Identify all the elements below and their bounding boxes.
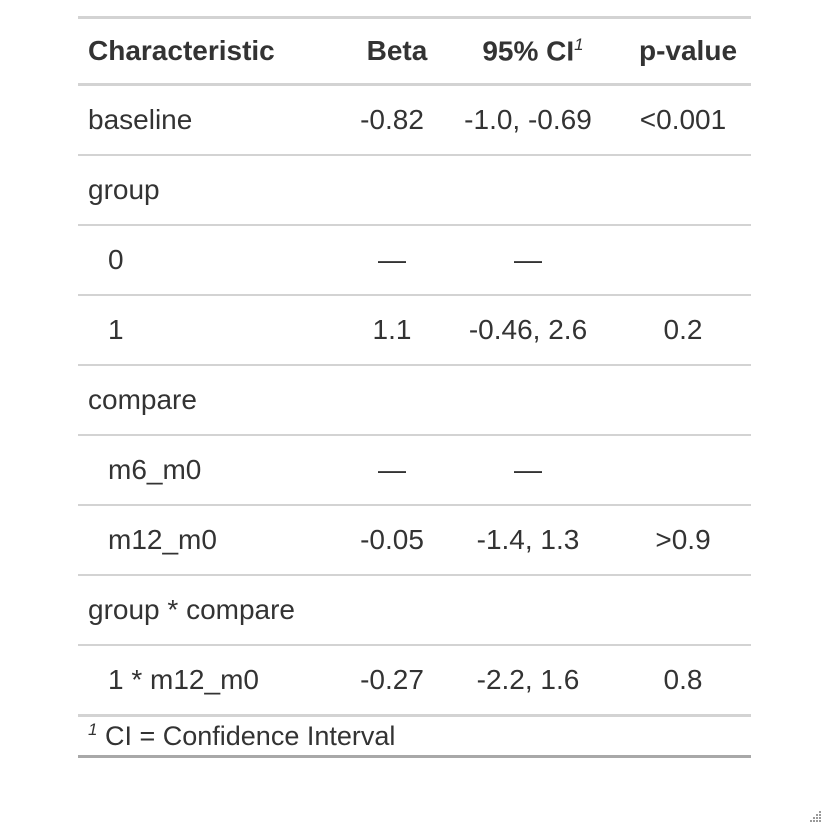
table-row: compare [78, 365, 751, 436]
table-footer: 1 CI = Confidence Interval [78, 715, 751, 758]
cell-beta: -0.82 [343, 84, 441, 156]
regression-table: Characteristic Beta 95% CI1 p-value base… [78, 16, 751, 758]
table-row: m6_m0— — [78, 435, 751, 506]
cell-beta [343, 365, 441, 436]
cell-pvalue [615, 575, 751, 646]
footnote-marker: 1 [88, 720, 98, 739]
cell-pvalue: 0.2 [615, 295, 751, 366]
header-ci-footnote-marker: 1 [574, 34, 584, 54]
table-row: group [78, 155, 751, 226]
cell-ci: -2.2, 1.6 [441, 645, 615, 717]
table-row: baseline -0.82 -1.0, -0.69 <0.001 [78, 84, 751, 156]
cell-beta: -0.05 [343, 505, 441, 576]
cell-ci: — [441, 225, 615, 296]
table-row: m12_m0 -0.05 -1.4, 1.3 >0.9 [78, 505, 751, 576]
cell-pvalue: >0.9 [615, 505, 751, 576]
cell-ci: — [441, 435, 615, 506]
header-ci: 95% CI1 [441, 17, 615, 86]
footnote: 1 CI = Confidence Interval [78, 715, 751, 758]
table-body: baseline -0.82 -1.0, -0.69 <0.001 group 0— —1 1… [78, 84, 751, 717]
cell-ci [441, 155, 615, 226]
cell-characteristic: 1 * m12_m0 [78, 645, 343, 717]
cell-characteristic: m12_m0 [78, 505, 343, 576]
resize-grip-icon[interactable] [806, 808, 822, 824]
cell-beta [343, 575, 441, 646]
cell-beta: — [343, 225, 441, 296]
cell-characteristic: baseline [78, 84, 343, 156]
cell-beta: 1.1 [343, 295, 441, 366]
cell-pvalue [615, 365, 751, 436]
header-ci-label: 95% CI [482, 35, 575, 67]
cell-pvalue: 0.8 [615, 645, 751, 717]
cell-ci: -1.0, -0.69 [441, 84, 615, 156]
table-row: 0— — [78, 225, 751, 296]
footnote-row: 1 CI = Confidence Interval [78, 715, 751, 758]
table-row: 1 1.1 -0.46, 2.6 0.2 [78, 295, 751, 366]
table-header: Characteristic Beta 95% CI1 p-value [78, 17, 751, 86]
cell-pvalue [615, 435, 751, 506]
cell-characteristic: 1 [78, 295, 343, 366]
cell-pvalue: <0.001 [615, 84, 751, 156]
header-characteristic: Characteristic [78, 17, 343, 86]
header-row: Characteristic Beta 95% CI1 p-value [78, 17, 751, 86]
cell-characteristic: 0 [78, 225, 343, 296]
footnote-text: CI = Confidence Interval [97, 721, 396, 751]
table-row: group * compare [78, 575, 751, 646]
regression-table-container: Characteristic Beta 95% CI1 p-value base… [78, 16, 751, 758]
cell-characteristic: m6_m0 [78, 435, 343, 506]
table-row: 1 * m12_m0 -0.27 -2.2, 1.6 0.8 [78, 645, 751, 717]
cell-ci [441, 575, 615, 646]
header-pvalue: p-value [615, 17, 751, 86]
cell-pvalue [615, 155, 751, 226]
cell-ci: -0.46, 2.6 [441, 295, 615, 366]
cell-ci: -1.4, 1.3 [441, 505, 615, 576]
cell-beta [343, 155, 441, 226]
header-beta: Beta [343, 17, 441, 86]
cell-characteristic: compare [78, 365, 343, 436]
cell-ci [441, 365, 615, 436]
cell-characteristic: group [78, 155, 343, 226]
cell-characteristic: group * compare [78, 575, 343, 646]
cell-beta: -0.27 [343, 645, 441, 717]
cell-beta: — [343, 435, 441, 506]
cell-pvalue [615, 225, 751, 296]
